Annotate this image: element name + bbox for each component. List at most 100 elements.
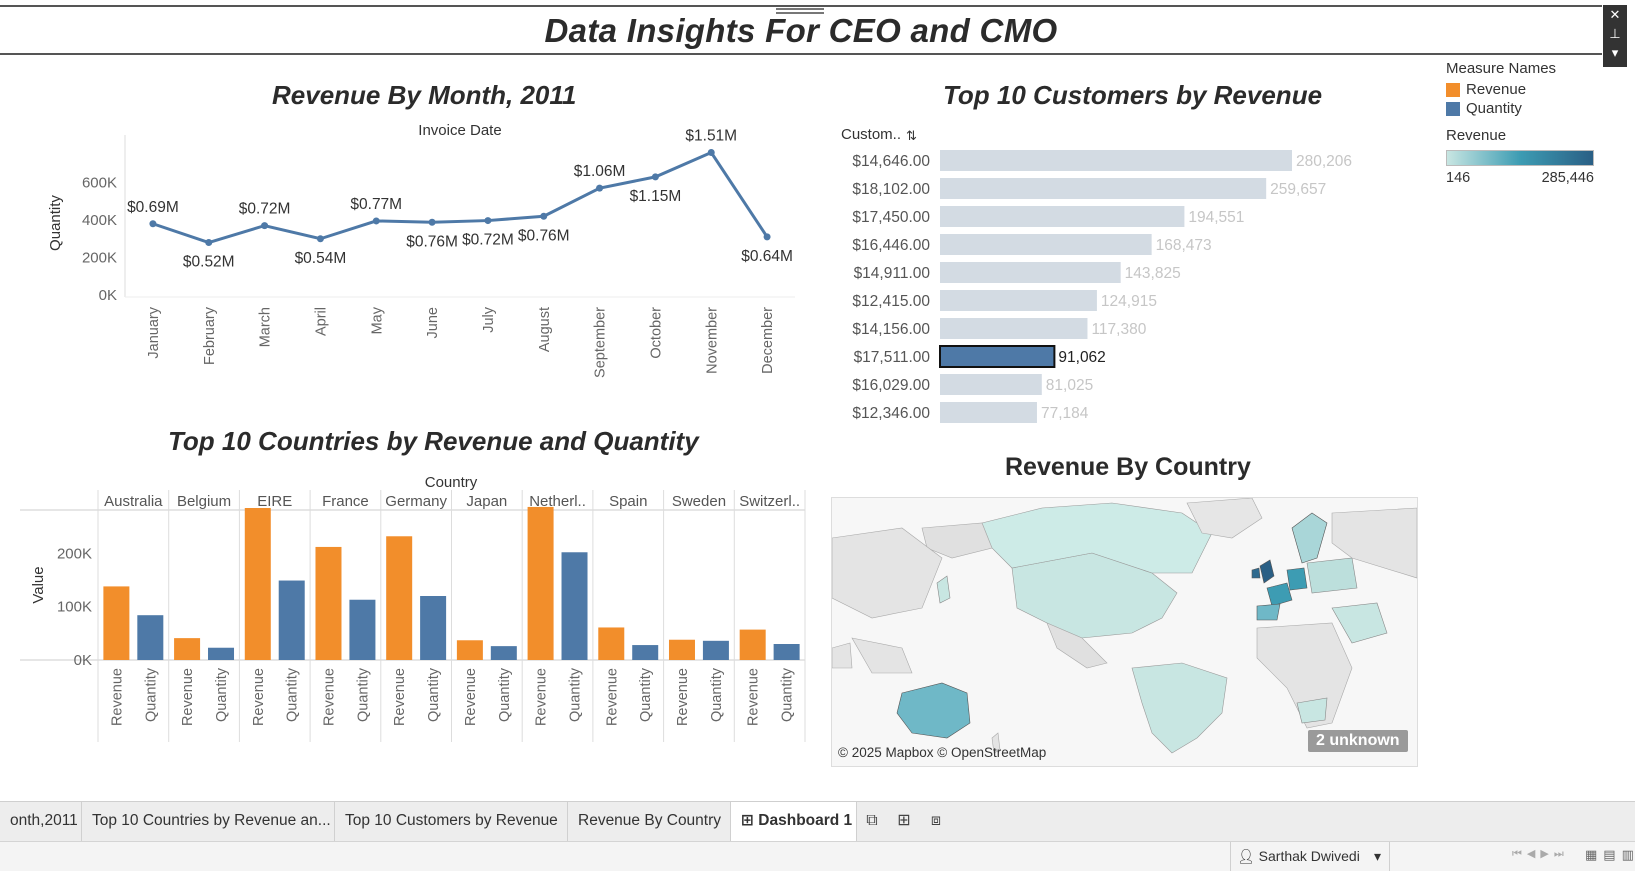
bar-value-label: 280,206 <box>1296 153 1352 170</box>
close-icon[interactable]: ✕ <box>1609 7 1621 22</box>
y-axis-title: Quantity <box>47 195 64 251</box>
country-label: Spain <box>609 493 647 510</box>
view-mode-icons[interactable]: ▦▤▥ <box>1585 847 1635 862</box>
country-label: Sweden <box>672 493 726 510</box>
tab-top-customers[interactable]: Top 10 Customers by Revenue <box>335 802 568 842</box>
dashboard-title-bar <box>0 5 1602 55</box>
pin-icon[interactable]: ⊥ <box>1609 26 1621 41</box>
y-tick-label: 0K <box>74 652 92 669</box>
new-story-icon[interactable]: ⧈ <box>930 812 942 829</box>
data-point <box>428 218 436 226</box>
customers-chart-title: Top 10 Customers by Revenue <box>943 80 1323 110</box>
country-bar <box>137 615 164 660</box>
tab-revenue-by-country[interactable]: Revenue By Country <box>568 802 731 842</box>
drag-handle[interactable] <box>776 6 824 16</box>
bar-value-label: 194,551 <box>1188 209 1244 226</box>
data-point <box>149 220 157 228</box>
country-label: EIRE <box>257 493 292 510</box>
map-country-germany <box>1286 567 1308 591</box>
revenue-by-month-chart[interactable]: Invoice Date Quantity 0K 200K 400K 600K $0.69M… <box>0 115 820 405</box>
bar-value-label: 117,380 <box>1091 321 1146 338</box>
y-tick-label: 200K <box>57 545 92 562</box>
map-country-uk <box>1259 559 1275 584</box>
data-label: $0.64M <box>741 248 793 265</box>
map-country-middle-east <box>1331 602 1388 644</box>
y-tick-label: 0K <box>99 287 117 304</box>
tab-revenue-by-month[interactable]: onth,2011 <box>0 802 82 842</box>
sort-icon: ⇅ <box>906 128 917 143</box>
measure-label: Revenue <box>251 668 267 726</box>
legend-label: Quantity <box>1466 100 1522 117</box>
legend-item-revenue[interactable]: Revenue <box>1446 81 1606 98</box>
top-customers-chart[interactable]: Custom.. ⇅ $14,646.00 280,206 $18,102.00 259,… <box>820 115 1380 425</box>
customer-label: $16,029.00 <box>852 377 930 394</box>
customer-bar <box>940 318 1088 339</box>
data-point <box>261 222 269 230</box>
country-bar <box>456 640 483 660</box>
data-point <box>763 233 771 241</box>
world-map[interactable] <box>832 498 1417 766</box>
data-label: $0.76M <box>406 233 458 250</box>
line-chart-title: Revenue By Month, 2011 <box>272 80 577 110</box>
y-tick-label: 400K <box>82 212 117 229</box>
ramp-min-label: 146 <box>1446 170 1471 186</box>
measure-label: Quantity <box>497 667 513 722</box>
data-label: $1.15M <box>630 188 682 205</box>
revenue-map[interactable]: © 2025 Mapbox © OpenStreetMap 2 unknown <box>831 497 1418 767</box>
top-countries-chart[interactable]: Country Value 0K 100K 200K Australia Revenue Qu… <box>0 460 820 745</box>
country-bar <box>174 638 201 660</box>
country-bar <box>490 646 517 660</box>
countries-chart-title: Top 10 Countries by Revenue and Quantity <box>168 426 699 456</box>
map-country-spain <box>1256 603 1281 621</box>
revenue-color-ramp <box>1446 150 1594 166</box>
data-label: $1.51M <box>685 128 737 145</box>
customer-label: $18,102.00 <box>852 181 930 198</box>
user-menu[interactable]: 👤︎ Sarthak Dwivedi ▾ <box>1230 842 1390 871</box>
tab-top-countries[interactable]: Top 10 Countries by Revenue an... <box>82 802 335 842</box>
revenue-ramp-labels: 146 285,446 <box>1446 170 1594 186</box>
customer-label: $16,446.00 <box>852 237 930 254</box>
map-attribution[interactable]: © 2025 Mapbox © OpenStreetMap <box>838 745 1047 760</box>
bar-value-label: 81,025 <box>1046 377 1093 394</box>
customer-bar <box>940 150 1292 171</box>
country-bar <box>702 640 729 660</box>
data-point <box>372 217 380 225</box>
x-tick-label: February <box>202 306 218 365</box>
new-worksheet-icon[interactable]: ⧉ <box>866 812 878 829</box>
customer-bar <box>940 402 1037 423</box>
measure-label: Quantity <box>214 667 230 722</box>
country-label: Germany <box>385 493 447 510</box>
measure-label: Revenue <box>109 668 125 726</box>
y-tick-label: 100K <box>57 599 92 616</box>
x-tick-label: May <box>369 306 385 334</box>
pagination-arrows[interactable]: ⏮◀▶⏭ <box>1512 848 1569 860</box>
country-label: Netherl.. <box>529 493 586 510</box>
new-dashboard-icon[interactable]: ⊞ <box>897 812 911 829</box>
map-country-se-asia <box>851 637 913 674</box>
customer-bar <box>939 345 1056 368</box>
legend-item-quantity[interactable]: Quantity <box>1446 100 1606 117</box>
data-point <box>316 235 324 243</box>
map-country-canada <box>981 502 1213 574</box>
more-options-icon[interactable]: ▾ <box>1611 45 1619 60</box>
map-country-eastern-europe <box>1306 557 1358 594</box>
measure-label: Quantity <box>638 667 654 722</box>
country-bar <box>632 645 659 660</box>
legend-panel: Measure Names Revenue Quantity Revenue 1… <box>1446 60 1606 186</box>
measure-label: Revenue <box>604 668 620 726</box>
data-point <box>596 184 604 192</box>
country-bar <box>561 552 588 660</box>
unknown-badge[interactable]: 2 unknown <box>1308 730 1408 752</box>
measure-label: Revenue <box>675 668 691 726</box>
bar-value-label: 143,825 <box>1125 265 1181 282</box>
tab-dashboard-1[interactable]: ⊞ Dashboard 1 <box>731 802 857 842</box>
customer-label: $17,450.00 <box>852 209 930 226</box>
map-country-scandinavia <box>1291 512 1328 564</box>
x-tick-label: June <box>425 307 441 338</box>
measure-names-legend-title: Measure Names <box>1446 60 1557 77</box>
measure-label: Revenue <box>321 668 337 726</box>
measure-label: Revenue <box>534 668 550 726</box>
country-bar <box>208 647 235 660</box>
customer-bar <box>940 290 1097 311</box>
customer-label: $12,346.00 <box>852 405 930 422</box>
